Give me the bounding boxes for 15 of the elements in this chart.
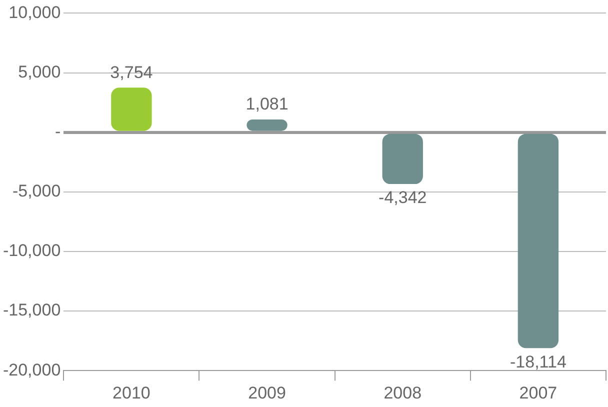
y-tick-label: -10,000 [2, 241, 61, 260]
x-tick-label: 2009 [248, 383, 286, 402]
data-label: 1,081 [246, 94, 288, 114]
data-label: 3,754 [110, 62, 153, 82]
y-tick-label: -20,000 [2, 360, 61, 380]
data-label: -4,342 [378, 188, 427, 208]
y-tick-label: 5,000 [18, 62, 61, 82]
y-tick-label: -5,000 [12, 182, 61, 201]
data-label: -18,114 [510, 352, 566, 372]
y-tick-label: - [54, 122, 61, 142]
x-tick-label: 2010 [112, 383, 150, 402]
y-tick-label: 10,000 [8, 2, 61, 22]
x-tick-label: 2008 [384, 383, 422, 402]
y-tick-label: -15,000 [2, 300, 61, 320]
x-tick-label: 2007 [519, 383, 558, 402]
